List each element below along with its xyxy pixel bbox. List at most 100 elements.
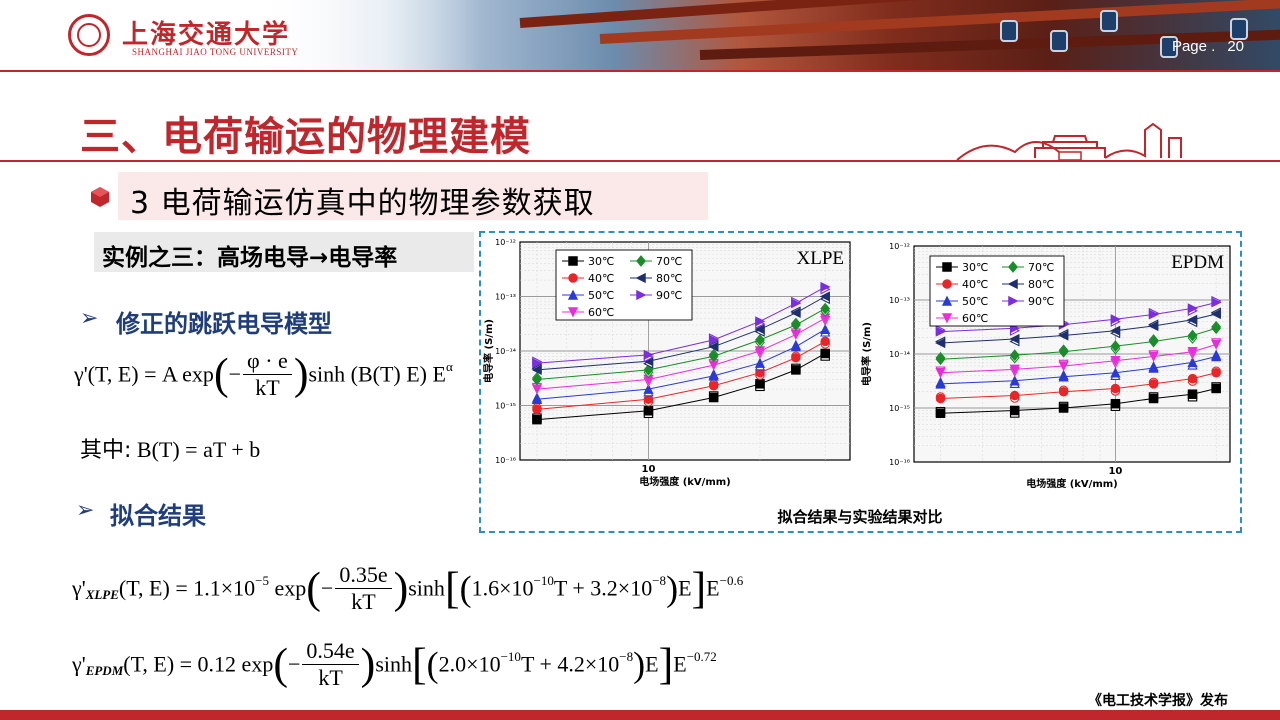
- data-point: [820, 336, 830, 347]
- x-axis-title: 电场强度 (kV/mm): [1026, 477, 1118, 490]
- data-point: [708, 350, 719, 363]
- data-point: [1148, 362, 1159, 373]
- where-formula: 其中: B(T) = aT + b: [80, 432, 260, 464]
- page-indicator: Page . 20: [1172, 38, 1244, 55]
- legend-marker: [941, 295, 953, 306]
- legend-label: 70℃: [656, 255, 682, 268]
- data-point: [791, 353, 801, 363]
- where-expression: B(T) = aT + b: [136, 437, 261, 462]
- x-tick-label: 10: [1108, 466, 1122, 477]
- xlpe-tail-exp: −0.6: [719, 573, 744, 589]
- legend: 30℃ 40℃ 50℃ 60℃ 70℃ 80℃ 90℃: [929, 255, 1065, 327]
- roof-peg: [1160, 36, 1178, 58]
- campus-outline-icon: [956, 122, 1182, 161]
- where-prefix: 其中:: [80, 438, 132, 463]
- y-tick-label: 10⁻¹³: [495, 293, 516, 302]
- data-point: [935, 408, 946, 418]
- chart-title: XLPE: [797, 248, 845, 269]
- legend-label: 80℃: [656, 272, 682, 285]
- legend-label: 80℃: [1028, 278, 1054, 291]
- xlpe-coef1-exp: −10: [533, 573, 554, 589]
- data-point: [1009, 405, 1020, 416]
- formula-denominator: kT: [255, 375, 280, 400]
- data-point: [755, 379, 765, 389]
- legend-marker: [635, 272, 646, 284]
- data-point: [532, 414, 542, 425]
- university-name-cn: 上海交通大学: [122, 20, 291, 50]
- epdm-lhs: (T, E) = 0.12 exp: [123, 651, 274, 677]
- data-point: [1110, 314, 1121, 325]
- legend-label: 50℃: [962, 295, 988, 308]
- title-divider: [0, 160, 1280, 162]
- xlpe-coef2-exp: −8: [652, 573, 667, 589]
- data-point: [935, 337, 946, 349]
- data-point: [754, 324, 765, 335]
- x-tick-label: 10: [641, 464, 655, 475]
- data-point: [1009, 375, 1020, 386]
- data-point: [1187, 303, 1198, 314]
- data-point: [1110, 398, 1121, 409]
- data-point: [1058, 330, 1069, 341]
- epdm-numerator: 0.54e: [302, 638, 359, 665]
- chart-title: EPDM: [1171, 252, 1224, 273]
- data-point: [1211, 339, 1222, 350]
- data-point: [532, 358, 543, 369]
- xlpe-sinh: sinh: [408, 575, 445, 601]
- series-30℃: [935, 382, 1221, 418]
- data-point: [1148, 335, 1159, 348]
- roof-peg: [1000, 20, 1018, 42]
- legend-marker: [567, 307, 579, 318]
- xlpe-denominator: kT: [351, 589, 376, 614]
- legend-marker: [568, 256, 578, 266]
- data-point: [532, 404, 542, 415]
- data-point: [1110, 325, 1121, 336]
- xlpe-exp: exp: [274, 575, 307, 601]
- y-tick-label: 10⁻¹⁶: [495, 456, 516, 465]
- fit-line: [536, 353, 826, 421]
- roof-peg: [1050, 30, 1068, 52]
- data-point: [1187, 329, 1198, 342]
- xlpe-lhs-exp: −5: [255, 573, 269, 589]
- data-point: [935, 353, 946, 366]
- legend-label: 40℃: [962, 278, 988, 291]
- xlpe-gamma: γ': [72, 575, 86, 601]
- data-point: [643, 383, 654, 394]
- epdm-denominator: kT: [318, 665, 343, 690]
- y-tick-label: 10⁻¹⁵: [889, 404, 910, 413]
- data-point: [790, 319, 801, 331]
- fit-line: [536, 308, 826, 380]
- legend-label: 60℃: [962, 312, 988, 325]
- legend-label: 70℃: [1028, 261, 1054, 274]
- data-point: [1211, 351, 1222, 362]
- data-point: [1009, 390, 1020, 401]
- data-point: [643, 394, 654, 405]
- legend-marker: [567, 289, 579, 300]
- epdm-tail-exp: −0.72: [686, 649, 717, 665]
- roof-peg: [1100, 10, 1118, 32]
- data-point: [820, 348, 830, 359]
- epdm-sinh: sinh: [375, 651, 413, 677]
- epdm-coef1: 2.0×10: [438, 651, 501, 677]
- chart-frame: [479, 231, 1242, 533]
- y-tick-label: 10⁻¹⁶: [889, 458, 910, 467]
- epdm-coef2-exp: −8: [619, 649, 634, 665]
- data-point: [935, 378, 946, 389]
- data-point: [820, 302, 831, 315]
- data-point: [755, 333, 765, 346]
- data-point: [1009, 349, 1020, 362]
- legend-marker: [942, 262, 952, 272]
- epdm-e: E: [645, 651, 659, 677]
- series-70℃: [532, 302, 831, 386]
- fit-line: [536, 317, 826, 390]
- data-point: [1110, 355, 1121, 367]
- y-axis-title: 电导率 (S/m): [482, 319, 495, 383]
- data-point: [1110, 367, 1121, 378]
- header-divider: [0, 70, 1280, 72]
- arrow-bullet-icon: ➢: [76, 498, 95, 523]
- legend-box: [929, 255, 1065, 327]
- xlpe-subscript: XLPE: [85, 586, 119, 602]
- xlpe-e-tail: E: [706, 575, 720, 601]
- legend-label: 60℃: [588, 306, 614, 319]
- y-axis-title: 电导率 (S/m): [860, 322, 873, 386]
- formula-lhs: γ'(T, E) = A exp: [74, 361, 214, 387]
